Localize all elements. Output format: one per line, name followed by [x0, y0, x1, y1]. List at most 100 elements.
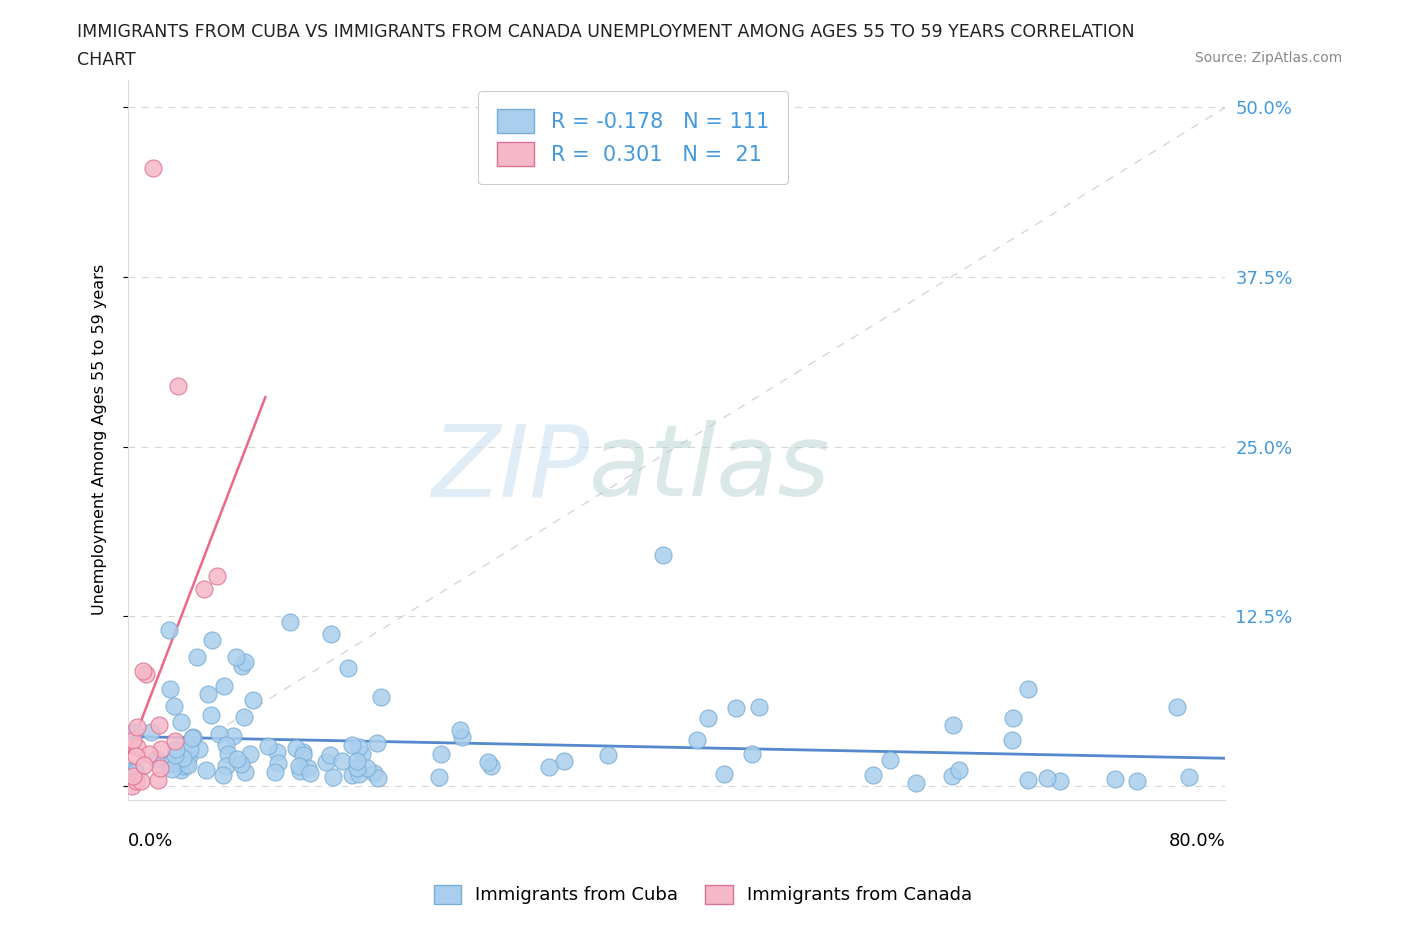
- Point: [1126, 774, 1149, 789]
- Text: IMMIGRANTS FROM CUBA VS IMMIGRANTS FROM CANADA UNEMPLOYMENT AMONG AGES 55 TO 59 : IMMIGRANTS FROM CUBA VS IMMIGRANTS FROM …: [77, 23, 1135, 41]
- Point: [207, 568, 229, 583]
- Point: [225, 649, 247, 664]
- Point: [222, 728, 245, 743]
- Point: [1001, 711, 1024, 725]
- Point: [292, 744, 315, 759]
- Point: [1036, 771, 1059, 786]
- Point: [862, 768, 884, 783]
- Point: [280, 614, 302, 629]
- Point: [127, 720, 149, 735]
- Point: [122, 764, 145, 779]
- Point: [538, 760, 561, 775]
- Point: [135, 667, 157, 682]
- Point: [129, 773, 152, 788]
- Point: [1017, 681, 1039, 696]
- Point: [193, 582, 215, 597]
- Point: [173, 759, 195, 774]
- Point: [134, 758, 156, 773]
- Point: [233, 710, 256, 724]
- Point: [145, 751, 167, 766]
- Point: [239, 747, 262, 762]
- Point: [172, 751, 194, 765]
- Point: [363, 765, 385, 780]
- Point: [142, 161, 165, 176]
- Point: [367, 771, 389, 786]
- Point: [748, 699, 770, 714]
- Point: [292, 748, 315, 763]
- Point: [217, 746, 239, 761]
- Text: CHART: CHART: [77, 51, 136, 69]
- Point: [904, 776, 927, 790]
- Point: [186, 650, 208, 665]
- Point: [319, 627, 342, 642]
- Point: [179, 741, 201, 756]
- Point: [346, 754, 368, 769]
- Point: [697, 711, 720, 725]
- Point: [149, 741, 172, 756]
- Point: [122, 724, 145, 739]
- Point: [124, 749, 146, 764]
- Point: [366, 736, 388, 751]
- Point: [1001, 733, 1024, 748]
- Point: [257, 738, 280, 753]
- Point: [200, 708, 222, 723]
- Point: [686, 732, 709, 747]
- Point: [177, 758, 200, 773]
- Text: 0.0%: 0.0%: [128, 832, 173, 850]
- Point: [121, 733, 143, 748]
- Point: [297, 760, 319, 775]
- Point: [157, 622, 180, 637]
- Point: [177, 749, 200, 764]
- Point: [231, 658, 253, 673]
- Point: [284, 740, 307, 755]
- Point: [125, 774, 148, 789]
- Point: [879, 752, 901, 767]
- Point: [449, 723, 471, 737]
- Point: [170, 751, 193, 766]
- Point: [427, 770, 450, 785]
- Point: [1104, 772, 1126, 787]
- Point: [948, 763, 970, 777]
- Point: [215, 759, 238, 774]
- Point: [181, 730, 204, 745]
- Point: [322, 769, 344, 784]
- Point: [330, 753, 353, 768]
- Point: [121, 764, 143, 778]
- Point: [159, 682, 181, 697]
- Point: [242, 693, 264, 708]
- Point: [122, 769, 145, 784]
- Point: [725, 701, 748, 716]
- Point: [138, 747, 160, 762]
- Point: [212, 679, 235, 694]
- Point: [124, 764, 146, 779]
- Point: [163, 734, 186, 749]
- Point: [188, 742, 211, 757]
- Point: [132, 663, 155, 678]
- Point: [553, 753, 575, 768]
- Point: [1178, 769, 1201, 784]
- Point: [181, 729, 204, 744]
- Point: [346, 761, 368, 776]
- Point: [122, 763, 145, 777]
- Text: atlas: atlas: [589, 420, 831, 517]
- Point: [942, 718, 965, 733]
- Y-axis label: Unemployment Among Ages 55 to 59 years: Unemployment Among Ages 55 to 59 years: [93, 264, 107, 616]
- Point: [349, 739, 371, 754]
- Point: [160, 762, 183, 777]
- Point: [125, 739, 148, 754]
- Point: [356, 760, 378, 775]
- Point: [225, 751, 247, 766]
- Legend: Immigrants from Cuba, Immigrants from Canada: Immigrants from Cuba, Immigrants from Ca…: [426, 878, 980, 911]
- Point: [170, 714, 193, 729]
- Point: [146, 773, 169, 788]
- Point: [298, 766, 321, 781]
- Point: [370, 689, 392, 704]
- Point: [166, 379, 188, 393]
- Point: [340, 767, 363, 782]
- Point: [596, 747, 619, 762]
- Point: [233, 764, 256, 779]
- Point: [170, 763, 193, 777]
- Point: [352, 746, 374, 761]
- Point: [148, 718, 170, 733]
- Point: [212, 767, 235, 782]
